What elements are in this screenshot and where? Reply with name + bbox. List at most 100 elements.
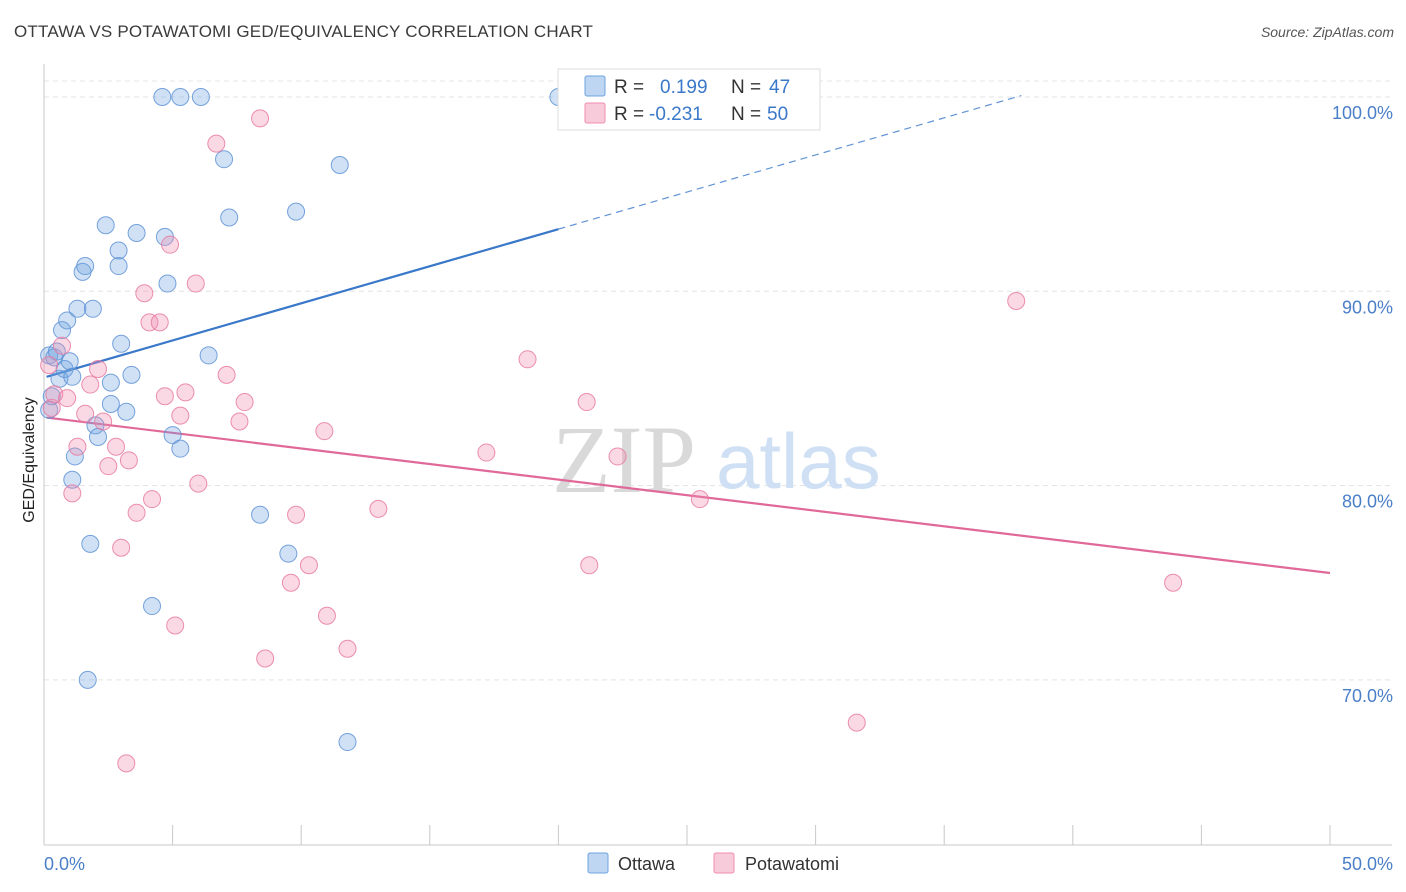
point-potawatomi-45: [690, 490, 709, 509]
point-ottawa-34: [171, 88, 190, 107]
legend-r-value-potawatomi: -0.231: [649, 104, 703, 125]
point-potawatomi-44: [608, 447, 627, 466]
point-ottawa-26: [122, 365, 141, 384]
point-potawatomi-11: [99, 457, 118, 476]
point-ottawa-36: [199, 346, 218, 365]
y-tick-label-70: 70.0%: [1342, 686, 1393, 706]
point-potawatomi-47: [1007, 292, 1026, 311]
x-tick-label-max: 50.0%: [1342, 854, 1393, 874]
point-potawatomi-9: [89, 360, 108, 379]
point-potawatomi-14: [119, 451, 138, 470]
point-potawatomi-28: [217, 365, 236, 384]
point-potawatomi-48: [1164, 573, 1183, 592]
point-potawatomi-31: [251, 109, 270, 128]
point-ottawa-31: [158, 274, 177, 293]
point-ottawa-27: [127, 224, 146, 243]
point-ottawa-22: [109, 257, 128, 276]
point-ottawa-38: [220, 208, 239, 227]
point-ottawa-32: [163, 426, 182, 445]
point-ottawa-23: [109, 241, 128, 260]
point-ottawa-6: [53, 321, 72, 340]
bottom-legend-label-ottawa: Ottawa: [618, 854, 676, 874]
point-potawatomi-5: [63, 484, 82, 503]
watermark-zip: ZIP: [552, 406, 696, 513]
point-potawatomi-40: [477, 443, 496, 462]
legend-r-value-ottawa: 0.199: [660, 77, 708, 98]
point-potawatomi-13: [112, 538, 131, 557]
point-ottawa-37: [215, 150, 234, 169]
point-ottawa-35: [191, 88, 210, 107]
point-ottawa-39: [251, 505, 270, 524]
y-tick-label-80: 80.0%: [1342, 492, 1393, 512]
point-potawatomi-7: [76, 404, 95, 423]
point-potawatomi-32: [256, 649, 275, 668]
bottom-legend-swatch-ottawa: [587, 852, 609, 874]
point-ottawa-15: [63, 470, 82, 489]
axes: [43, 64, 1392, 846]
legend-n-label-ottawa: N =: [731, 77, 761, 98]
point-ottawa-33: [171, 439, 190, 458]
trend-extension-ottawa: [558, 95, 1022, 230]
point-potawatomi-8: [81, 375, 100, 394]
trend-line-potawatomi: [46, 416, 1331, 575]
legend-frame: [557, 68, 821, 131]
point-potawatomi-36: [315, 422, 334, 441]
trend-lines: [46, 95, 1331, 575]
source-label: Source: ZipAtlas.com: [1260, 24, 1394, 40]
point-ottawa-29: [153, 88, 172, 107]
point-potawatomi-41: [518, 350, 537, 369]
point-potawatomi-46: [847, 713, 866, 732]
point-ottawa-28: [143, 597, 162, 616]
point-ottawa-10: [63, 367, 82, 386]
point-potawatomi-16: [135, 284, 154, 303]
bottom-legend-label-potawatomi: Potawatomi: [745, 854, 839, 874]
point-ottawa-4: [47, 342, 66, 361]
point-ottawa-41: [287, 202, 306, 221]
point-potawatomi-12: [107, 437, 126, 456]
point-potawatomi-26: [189, 474, 208, 493]
point-ottawa-42: [330, 156, 349, 175]
point-ottawa-11: [68, 299, 87, 318]
legend-n-value-potawatomi: 50: [767, 104, 788, 125]
watermark-atlas: atlas: [716, 417, 881, 505]
point-ottawa-8: [58, 311, 77, 330]
legend-swatch-ottawa: [584, 75, 606, 97]
point-ottawa-43: [338, 733, 357, 752]
point-potawatomi-23: [171, 406, 190, 425]
point-ottawa-46: [78, 670, 97, 689]
point-potawatomi-49: [117, 754, 136, 773]
legend-n-label-potawatomi: N =: [731, 104, 761, 125]
chart-title: OTTAWA VS POTAWATOMI GED/EQUIVALENCY COR…: [14, 22, 594, 41]
point-potawatomi-37: [317, 606, 336, 625]
trend-line-ottawa: [46, 228, 559, 378]
point-potawatomi-1: [42, 398, 61, 417]
y-tick-labels: 70.0% 80.0% 90.0% 100.0%: [1332, 103, 1393, 706]
point-ottawa-45: [81, 534, 100, 553]
legend-n-value-ottawa: 47: [769, 77, 790, 98]
point-potawatomi-29: [230, 412, 249, 431]
point-ottawa-25: [117, 402, 136, 421]
point-potawatomi-18: [143, 490, 162, 509]
point-ottawa-19: [96, 216, 115, 235]
point-ottawa-13: [76, 257, 95, 276]
point-ottawa-20: [101, 373, 120, 392]
point-potawatomi-43: [580, 556, 599, 575]
point-potawatomi-42: [577, 393, 596, 412]
y-axis-title: GED/Equivalency: [21, 397, 38, 522]
point-potawatomi-24: [176, 383, 195, 402]
legend-r-label-potawatomi: R =: [614, 104, 644, 125]
point-potawatomi-21: [161, 235, 180, 254]
point-potawatomi-6: [68, 437, 87, 456]
point-ottawa-14: [83, 299, 102, 318]
point-potawatomi-15: [127, 503, 146, 522]
point-potawatomi-4: [58, 389, 77, 408]
point-potawatomi-25: [186, 274, 205, 293]
y-tick-label-100: 100.0%: [1332, 103, 1393, 123]
point-ottawa-40: [279, 544, 298, 563]
watermark: ZIP atlas: [552, 406, 881, 513]
x-tick-labels: 0.0% 50.0%: [44, 854, 1393, 874]
point-ottawa-9: [60, 352, 79, 371]
point-potawatomi-3: [53, 336, 72, 355]
point-ottawa-24: [112, 334, 131, 353]
